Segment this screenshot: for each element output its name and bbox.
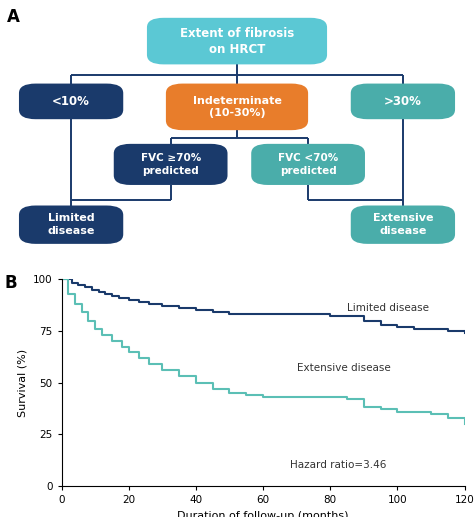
Text: <10%: <10% [52, 95, 90, 108]
Text: FVC ≥70%
predicted: FVC ≥70% predicted [140, 153, 201, 176]
Text: A: A [7, 8, 20, 26]
FancyBboxPatch shape [251, 144, 365, 185]
FancyBboxPatch shape [166, 84, 308, 130]
FancyBboxPatch shape [351, 84, 455, 119]
FancyBboxPatch shape [114, 144, 228, 185]
Text: Indeterminate
(10-30%): Indeterminate (10-30%) [192, 96, 282, 118]
Y-axis label: Survival (%): Survival (%) [18, 348, 27, 417]
FancyBboxPatch shape [147, 18, 327, 65]
X-axis label: Duration of follow-up (months): Duration of follow-up (months) [177, 511, 349, 517]
Text: Extensive
disease: Extensive disease [373, 214, 433, 236]
Text: Extensive disease: Extensive disease [297, 363, 391, 373]
Text: FVC <70%
predicted: FVC <70% predicted [278, 153, 338, 176]
Text: Extent of fibrosis
on HRCT: Extent of fibrosis on HRCT [180, 26, 294, 56]
Text: Limited
disease: Limited disease [47, 214, 95, 236]
Text: Hazard ratio=3.46: Hazard ratio=3.46 [290, 460, 386, 470]
Text: Limited disease: Limited disease [347, 303, 429, 313]
Text: B: B [5, 274, 18, 292]
FancyBboxPatch shape [351, 206, 455, 244]
Text: >30%: >30% [384, 95, 422, 108]
FancyBboxPatch shape [19, 206, 123, 244]
FancyBboxPatch shape [19, 84, 123, 119]
